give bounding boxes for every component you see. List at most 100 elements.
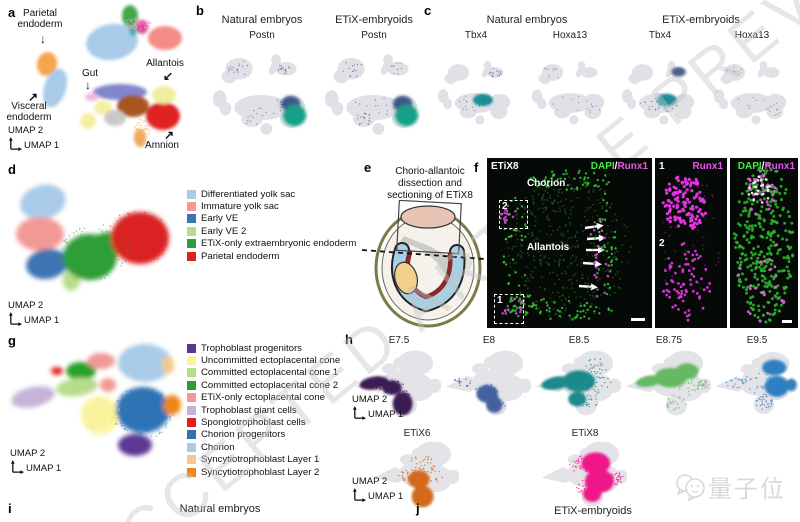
b-postn-label-2: Postn (361, 30, 387, 41)
umap-axes-icon (8, 311, 23, 326)
h-e75-label: E7.5 (388, 335, 410, 346)
panel-i-label: i (8, 501, 12, 516)
inset-1-number: 1 (497, 295, 503, 306)
umap-axes-icon (10, 459, 25, 474)
f-inset2-label: 2 (659, 238, 665, 249)
scale-bar (631, 318, 645, 321)
b-postn-label-1: Postn (249, 30, 275, 41)
e-title-line1: Chorio-allantoic (395, 166, 465, 177)
micrograph-texture (499, 169, 632, 321)
c-natural-title: Natural embryos (486, 14, 568, 26)
umap-axes-a: UMAP 2 UMAP 1 (8, 125, 59, 151)
legend-item: Chorion progenitors (187, 429, 340, 441)
inset-2-number: 2 (502, 201, 508, 212)
legend-item: Trophoblast giant cells (187, 404, 340, 416)
legend-item: Committed ectoplacental cone 1 (187, 367, 340, 379)
umap-h-e75 (355, 350, 442, 416)
feature-plot-postn-natural (212, 54, 307, 135)
h-e95-label: E9.5 (746, 335, 768, 346)
annotation-amnion: Amnion (145, 140, 179, 151)
h-etix6-label: ETiX6 (403, 428, 431, 439)
legend-swatch (187, 189, 196, 199)
feature-plot-tbx4-natural (437, 61, 511, 125)
scale-bar (782, 320, 792, 323)
legend-swatch (187, 239, 196, 249)
umap-g-plot (11, 344, 181, 456)
umap-axes-g: UMAP 2 UMAP 1 (10, 448, 62, 474)
legend-item: Immature yolk sac (187, 200, 356, 212)
micrograph-texture (661, 171, 720, 322)
embryo-dissection-diagram (361, 200, 499, 328)
micrograph-inset-merge: DAPI/Runx1 (730, 158, 798, 328)
panel-d-label: d (8, 162, 16, 177)
legend-swatch (187, 430, 196, 440)
f-sample-label: ETiX8 (491, 161, 519, 172)
legend-swatch (187, 251, 196, 261)
umap-axes-icon (352, 487, 367, 502)
legend-swatch (187, 442, 196, 452)
up-right-arrow-icon: ↗ (28, 90, 39, 104)
umap-h-e85 (535, 350, 622, 416)
panel-g-label: g (8, 333, 16, 348)
umap-axes-icon (8, 136, 23, 151)
panel-j-label: j (416, 501, 420, 516)
legend-item: Early VE (187, 213, 356, 225)
umap-h-e875 (625, 350, 712, 416)
legend-item: Uncommitted ectoplacental cone (187, 354, 340, 366)
legend-item: Syncytiotrophoblast Layer 1 (187, 454, 340, 466)
legend-item: Syncytiotrophoblast Layer 2 (187, 466, 340, 478)
down-arrow-icon: ↓ (85, 78, 91, 92)
umap-h-e95 (715, 352, 798, 414)
micrograph-etix8-overview: ETiX8 DAPI/Runx1 Chorion Allantois 2 1 (487, 158, 652, 328)
panel-e-label: e (364, 160, 372, 175)
legend-swatch (187, 202, 196, 212)
panel-h-label: h (345, 332, 353, 347)
b-natural-title: Natural embryos (221, 14, 303, 26)
e-title-line3: sectioning of ETiX8 (387, 190, 473, 201)
annotation-allantois: Allantois (146, 58, 184, 69)
legend-swatch (187, 380, 196, 390)
panel-a-label: a (8, 5, 16, 20)
panel-f-label: f (474, 160, 479, 175)
qbitai-logo-icon (676, 473, 705, 501)
b-etix-title: ETiX-embryoids (335, 14, 413, 26)
micrograph-inset-runx1: 1 Runx1 2 (655, 158, 727, 328)
legend-swatch (187, 405, 196, 415)
umap-axes-d: UMAP 2 UMAP 1 (8, 300, 60, 326)
h-e875-label: E8.75 (655, 335, 683, 346)
legend-swatch (187, 368, 196, 378)
inset-box-2 (499, 200, 528, 229)
umap-a-plot (36, 5, 182, 147)
inset-box-1 (494, 294, 524, 324)
f-allantois-label: Allantois (527, 242, 570, 253)
qbitai-watermark-text: 量子位 (708, 476, 786, 503)
legend-swatch (187, 467, 196, 477)
f-runx1-only-label: Runx1 (692, 161, 723, 172)
legend-swatch (187, 418, 196, 428)
legend-d: Differentiated yolk sac Immature yolk sa… (187, 188, 356, 262)
annotation-parietal-endoderm: Parietal endoderm (17, 8, 63, 30)
umap-d-plot (16, 184, 169, 291)
f-inset1-label: 1 (659, 161, 665, 172)
f-stain-label: DAPI/Runx1 (737, 161, 795, 172)
annotation-gut: Gut (81, 68, 99, 79)
legend-item: Committed ectoplacental cone 2 (187, 379, 340, 391)
c-hoxa13-label-1: Hoxa13 (552, 30, 588, 41)
c-hoxa13-label-2: Hoxa13 (734, 30, 770, 41)
legend-swatch (187, 356, 196, 366)
umap-h-e8 (445, 350, 532, 416)
legend-item: Trophoblast progenitors (187, 342, 340, 354)
legend-swatch (187, 343, 196, 353)
panel-c-label: c (424, 3, 432, 18)
feature-plot-hoxa13-natural (531, 61, 605, 125)
e-title-line2: dissection and (398, 178, 462, 189)
legend-item: Differentiated yolk sac (187, 188, 356, 200)
legend-item: Early VE 2 (187, 225, 356, 237)
legend-swatch (187, 226, 196, 236)
umap2-axis-label: UMAP 2 (8, 125, 44, 136)
umap-axes-h1: UMAP 2 UMAP 1 (352, 394, 404, 420)
down-left-arrow-icon: ↙ (163, 69, 174, 83)
h-etix8-label: ETiX8 (571, 428, 599, 439)
down-arrow-icon: ↓ (40, 32, 46, 46)
